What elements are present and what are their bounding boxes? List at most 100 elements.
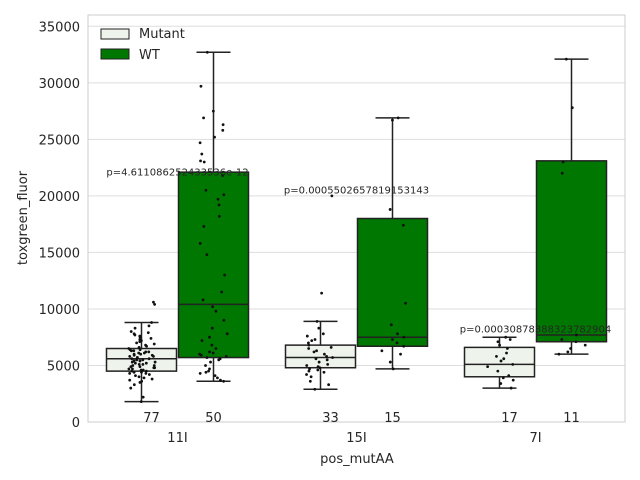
data-point xyxy=(330,194,334,198)
data-point xyxy=(140,379,144,383)
box-wt xyxy=(356,217,429,348)
legend: Mutant WT xyxy=(100,27,185,63)
data-point xyxy=(313,338,317,341)
data-point xyxy=(132,383,136,387)
data-point xyxy=(208,335,211,339)
data-point xyxy=(198,241,202,245)
data-point xyxy=(575,333,578,337)
data-point xyxy=(508,338,512,341)
x-axis-label: pos_mutAA xyxy=(320,452,394,467)
data-point xyxy=(199,353,203,357)
data-point xyxy=(395,341,399,345)
data-point xyxy=(200,339,204,342)
y-axis-label: toxgreen_fluor xyxy=(16,170,31,265)
data-point xyxy=(557,352,561,356)
data-point xyxy=(147,324,151,328)
box-mutant xyxy=(284,344,357,369)
data-point xyxy=(506,347,509,350)
data-point xyxy=(219,378,222,382)
data-point xyxy=(209,360,212,364)
data-point xyxy=(204,370,208,374)
data-point xyxy=(199,159,202,163)
data-point xyxy=(314,357,318,361)
y-tick-label: 15000 xyxy=(39,246,80,261)
data-point xyxy=(225,332,229,336)
data-point xyxy=(128,355,132,358)
box-mutant xyxy=(463,346,536,378)
data-point xyxy=(308,379,312,383)
data-point xyxy=(216,197,220,201)
data-point xyxy=(198,141,202,145)
data-point xyxy=(308,367,311,371)
data-point xyxy=(152,364,156,367)
data-point xyxy=(198,371,202,375)
data-point xyxy=(147,350,151,354)
data-point xyxy=(391,118,394,122)
legend-swatch-mutant xyxy=(100,28,130,40)
data-point xyxy=(135,356,139,359)
data-point xyxy=(153,366,157,370)
data-point xyxy=(141,362,145,366)
data-point xyxy=(511,378,515,382)
data-point xyxy=(326,362,330,366)
data-point xyxy=(144,350,148,354)
data-point xyxy=(496,369,500,373)
data-point xyxy=(495,355,498,358)
strip-points xyxy=(127,50,587,404)
data-point xyxy=(131,364,135,367)
data-point xyxy=(325,358,329,362)
y-tick-label: 30000 xyxy=(39,77,80,92)
data-point xyxy=(574,340,578,344)
data-point xyxy=(138,338,142,341)
data-point xyxy=(222,379,225,383)
data-point xyxy=(127,367,131,371)
data-point xyxy=(150,353,154,357)
data-point xyxy=(132,359,136,363)
data-point xyxy=(141,358,145,362)
box-wt xyxy=(177,171,250,359)
data-point xyxy=(137,345,141,349)
data-point xyxy=(208,367,211,371)
data-point xyxy=(132,370,136,374)
data-point xyxy=(564,57,568,61)
data-point xyxy=(309,375,313,379)
data-point xyxy=(570,106,574,110)
data-point xyxy=(207,369,210,373)
data-point xyxy=(152,342,156,346)
data-point xyxy=(205,356,209,359)
data-point xyxy=(402,344,406,348)
data-point xyxy=(144,343,148,347)
data-point xyxy=(204,364,207,367)
data-point xyxy=(317,326,321,330)
data-point xyxy=(138,334,142,338)
data-point xyxy=(132,349,136,353)
data-point xyxy=(322,352,326,356)
data-point xyxy=(150,377,154,381)
data-point xyxy=(315,319,319,323)
y-tick-label: 35000 xyxy=(39,20,80,35)
data-point xyxy=(511,362,515,366)
data-point xyxy=(147,373,151,376)
data-point xyxy=(501,376,505,380)
data-point xyxy=(210,343,214,347)
data-point xyxy=(307,343,311,347)
data-point xyxy=(561,160,565,164)
data-point xyxy=(312,350,316,354)
data-point xyxy=(504,335,508,339)
data-point xyxy=(380,349,384,353)
gridlines xyxy=(88,25,625,423)
data-point xyxy=(144,361,148,365)
data-point xyxy=(505,351,508,355)
data-point xyxy=(150,321,153,324)
data-point xyxy=(128,371,132,375)
data-point xyxy=(202,225,206,228)
data-point xyxy=(222,318,226,322)
data-point xyxy=(321,332,325,336)
data-point xyxy=(149,336,153,340)
data-point xyxy=(139,400,143,404)
data-point xyxy=(223,273,226,277)
data-point xyxy=(399,352,402,356)
data-point xyxy=(220,290,224,294)
data-point xyxy=(130,369,134,373)
